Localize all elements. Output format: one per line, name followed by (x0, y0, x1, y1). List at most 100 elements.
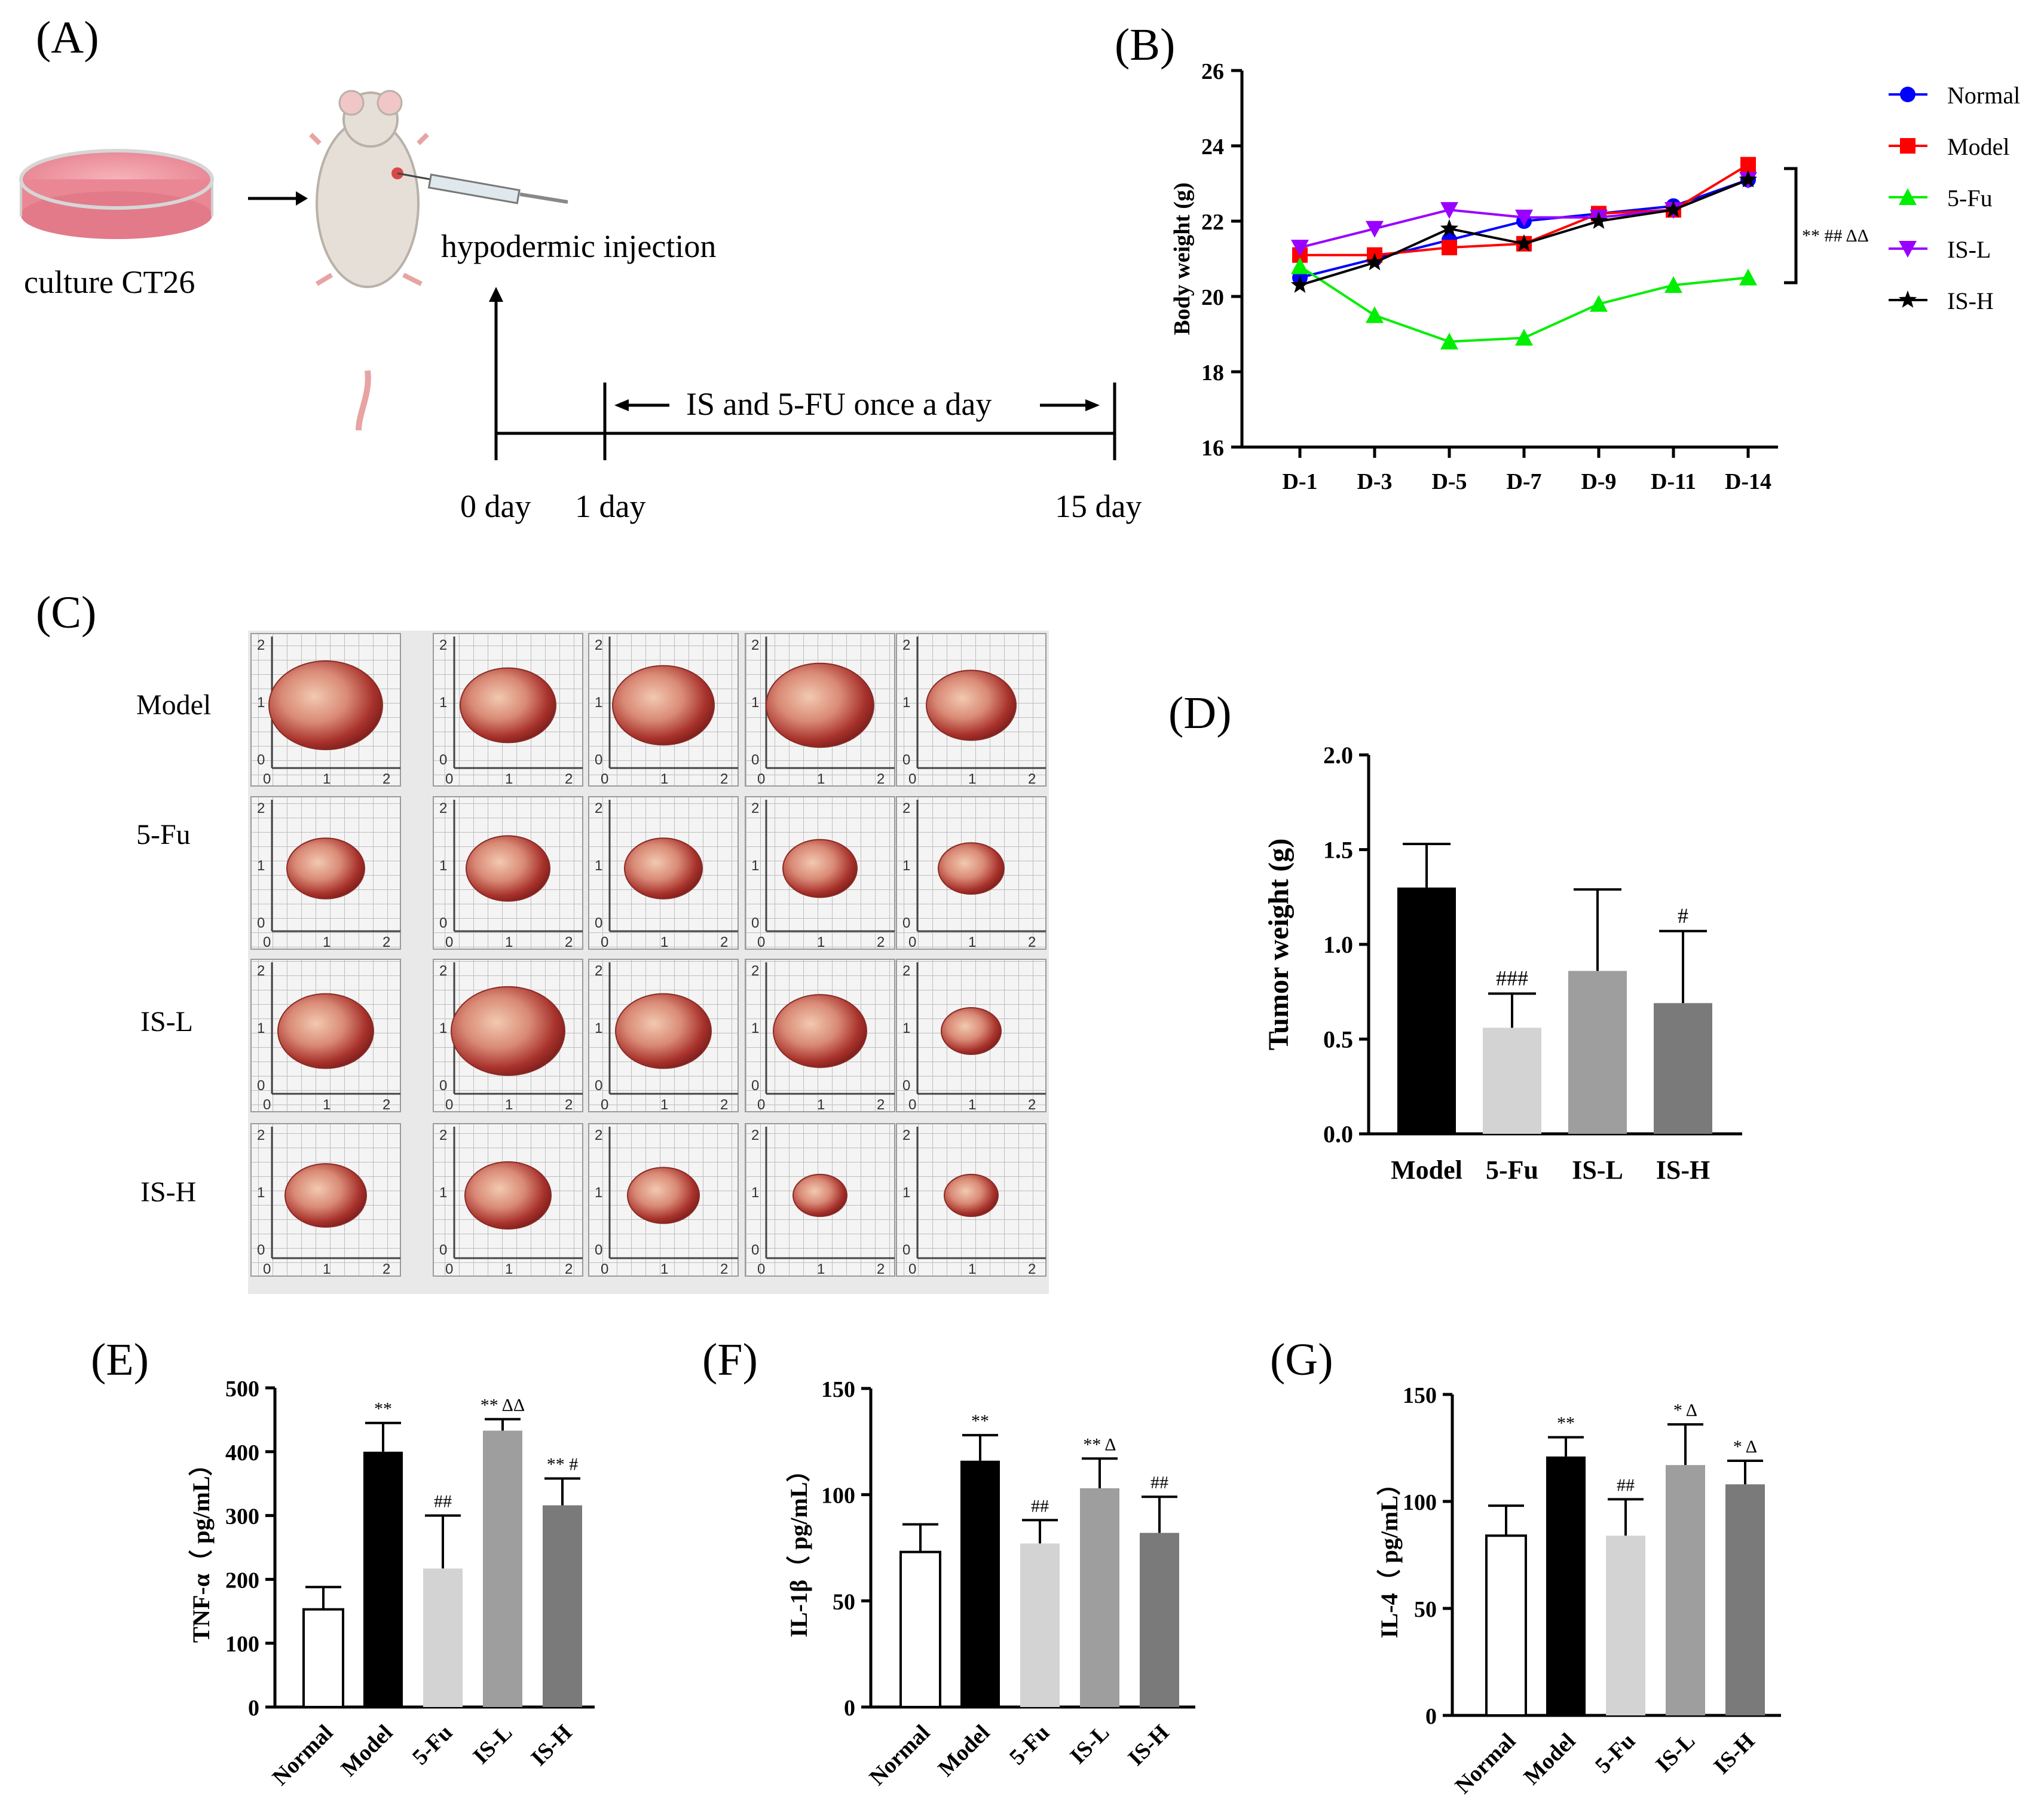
ruler-x-label: 1 (505, 934, 513, 950)
tumor-photo: 0 0 1 1 2 2 (433, 633, 583, 787)
ruler-y-label: 0 (595, 752, 602, 768)
ruler-y-label: 2 (902, 1127, 910, 1143)
ruler-y-label: 2 (751, 800, 759, 816)
bar-is-h: ## IS-H (1123, 1473, 1179, 1771)
y-axis-title: Tumor weight (g) (1263, 839, 1295, 1051)
bar (1397, 887, 1456, 1134)
bar-is-l: IS-L (1568, 888, 1627, 1185)
data-point (1440, 332, 1458, 350)
x-tick-label: Model (1519, 1729, 1581, 1790)
x-tick-label: IS-H (1656, 1155, 1710, 1185)
series-is-l: IS-L (1291, 172, 1991, 263)
y-axis-title: IL-1β（ pg/mL） (785, 1458, 812, 1638)
ruler-y-label: 1 (257, 695, 265, 711)
ruler-y-label: 0 (751, 1242, 759, 1258)
tumor-photo: 0 0 1 1 2 2 (250, 959, 401, 1113)
ruler-x-label: 2 (383, 934, 390, 950)
ruler-y-label: 1 (902, 1185, 910, 1201)
y-axis-title: Body weight (g) (1170, 182, 1195, 335)
x-tick-label: IS-L (468, 1720, 517, 1769)
legend-label: IS-H (1947, 287, 1994, 314)
significance-label: ** (1557, 1414, 1575, 1433)
ruler-y-label: 2 (257, 800, 265, 816)
tumor-photo: 0 0 1 1 2 2 (745, 633, 895, 787)
bar-model: ** Model (1519, 1414, 1586, 1790)
ruler-x-label: 1 (968, 1261, 976, 1277)
ruler-y-label: 0 (439, 752, 447, 768)
tumor-photo: 0 0 1 1 2 2 (588, 959, 739, 1113)
tumor-photo: 0 0 1 1 2 2 (745, 959, 895, 1113)
panel-c-tumor-photos: 0 0 1 1 2 2 0 0 1 1 2 2 0 0 1 1 2 2 0 0 1 1 2 2 0 0 1 1 2 2 0 0 1 1 2 2 0 0 1 1… (136, 631, 1049, 1294)
ruler-y-label: 2 (439, 1127, 447, 1143)
panel-label-e: (E) (91, 1335, 149, 1385)
bar-is-h: # IS-H (1654, 904, 1712, 1185)
tumor-specimen (941, 1007, 1002, 1055)
ruler-y-label: 2 (257, 963, 265, 979)
series-normal: Normal (1292, 82, 2020, 286)
data-point (1290, 276, 1309, 293)
tumor-specimen (612, 665, 715, 746)
significance-label: ### (1496, 966, 1528, 990)
series-line (1299, 178, 1749, 287)
significance-label: ** Δ (1083, 1434, 1116, 1454)
ruler-y-label: 2 (257, 1127, 265, 1143)
y-tick-label: 0 (844, 1696, 855, 1721)
y-tick-label: 100 (225, 1632, 259, 1657)
ruler-x-label: 0 (757, 1261, 765, 1277)
day1-label: 1 day (575, 488, 645, 524)
x-tick-label: IS-H (526, 1720, 577, 1771)
ruler-x-label: 2 (1028, 771, 1036, 787)
tumor-specimen (782, 839, 858, 898)
ruler-x-label: 0 (908, 1261, 916, 1277)
data-point (1366, 306, 1384, 323)
data-point (1515, 209, 1533, 227)
bar-model: Model (1391, 842, 1462, 1185)
ruler-y-label: 0 (257, 915, 265, 931)
tumor-specimen (277, 993, 374, 1069)
legend-label: 5-Fu (1947, 185, 1993, 212)
tumor-photo: 0 0 1 1 2 2 (896, 796, 1046, 950)
panel-b-line-chart: 16 18 20 22 24 26 D-1 D-3 D-5 D-7 D-9 D-11 D-14 Body … (1170, 59, 2020, 494)
ruler-x-label: 0 (263, 1261, 271, 1277)
ruler-y-label: 1 (751, 1185, 759, 1201)
ruler-y-label: 2 (751, 1127, 759, 1143)
ruler-x-label: 1 (505, 771, 513, 787)
ruler-y-label: 2 (595, 963, 602, 979)
ruler-y-label: 1 (902, 695, 910, 711)
row-label-ish: IS-H (140, 1176, 196, 1208)
x-tick-label: 5-Fu (1486, 1155, 1538, 1185)
ruler-x-label: 0 (908, 771, 916, 787)
ruler-y-label: 0 (257, 1242, 265, 1258)
tumor-photo: 0 0 1 1 2 2 (433, 796, 583, 950)
y-tick-label: 150 (821, 1377, 855, 1402)
ruler-x-label: 0 (263, 934, 271, 950)
bar (543, 1505, 582, 1707)
y-tick-label: 2.0 (1323, 742, 1353, 769)
ruler-y-label: 2 (595, 800, 602, 816)
ruler-y-label: 2 (257, 637, 265, 653)
ruler-y-label: 0 (595, 1078, 602, 1094)
tumor-specimen (792, 1173, 847, 1218)
panel-g-bar-chart: 0 50 100 150 IL-4（ pg/mL） Normal ** Model ## 5-Fu… (1376, 1383, 1781, 1798)
tumor-specimen (464, 1161, 552, 1230)
ruler-y-label: 1 (595, 1185, 602, 1201)
bar (1725, 1484, 1765, 1715)
ruler-x-label: 1 (817, 1261, 825, 1277)
row-label-isl: IS-L (140, 1006, 193, 1038)
ruler-x-label: 1 (817, 934, 825, 950)
bar-normal: Normal (865, 1523, 941, 1790)
ruler-y-label: 1 (439, 695, 447, 711)
data-point (1664, 276, 1682, 293)
significance-label: ** (971, 1411, 989, 1431)
ruler-y-label: 0 (439, 915, 447, 931)
ruler-x-label: 1 (323, 934, 331, 950)
y-tick-label: 24 (1201, 134, 1224, 160)
data-point (1366, 221, 1384, 238)
significance-label: # (1678, 904, 1688, 928)
tumor-photo: 0 0 1 1 2 2 (588, 796, 739, 950)
ruler-y-label: 2 (751, 963, 759, 979)
y-tick-label: 26 (1201, 59, 1224, 84)
panel-label-f: (F) (702, 1335, 758, 1385)
tumor-photo-grid: 0 0 1 1 2 2 0 0 1 1 2 2 0 0 1 1 2 2 0 0 1 1 2 2 0 0 1 1 2 2 0 0 1 1 2 2 0 0 1 1… (250, 633, 1046, 1277)
ruler-y-label: 2 (439, 800, 447, 816)
